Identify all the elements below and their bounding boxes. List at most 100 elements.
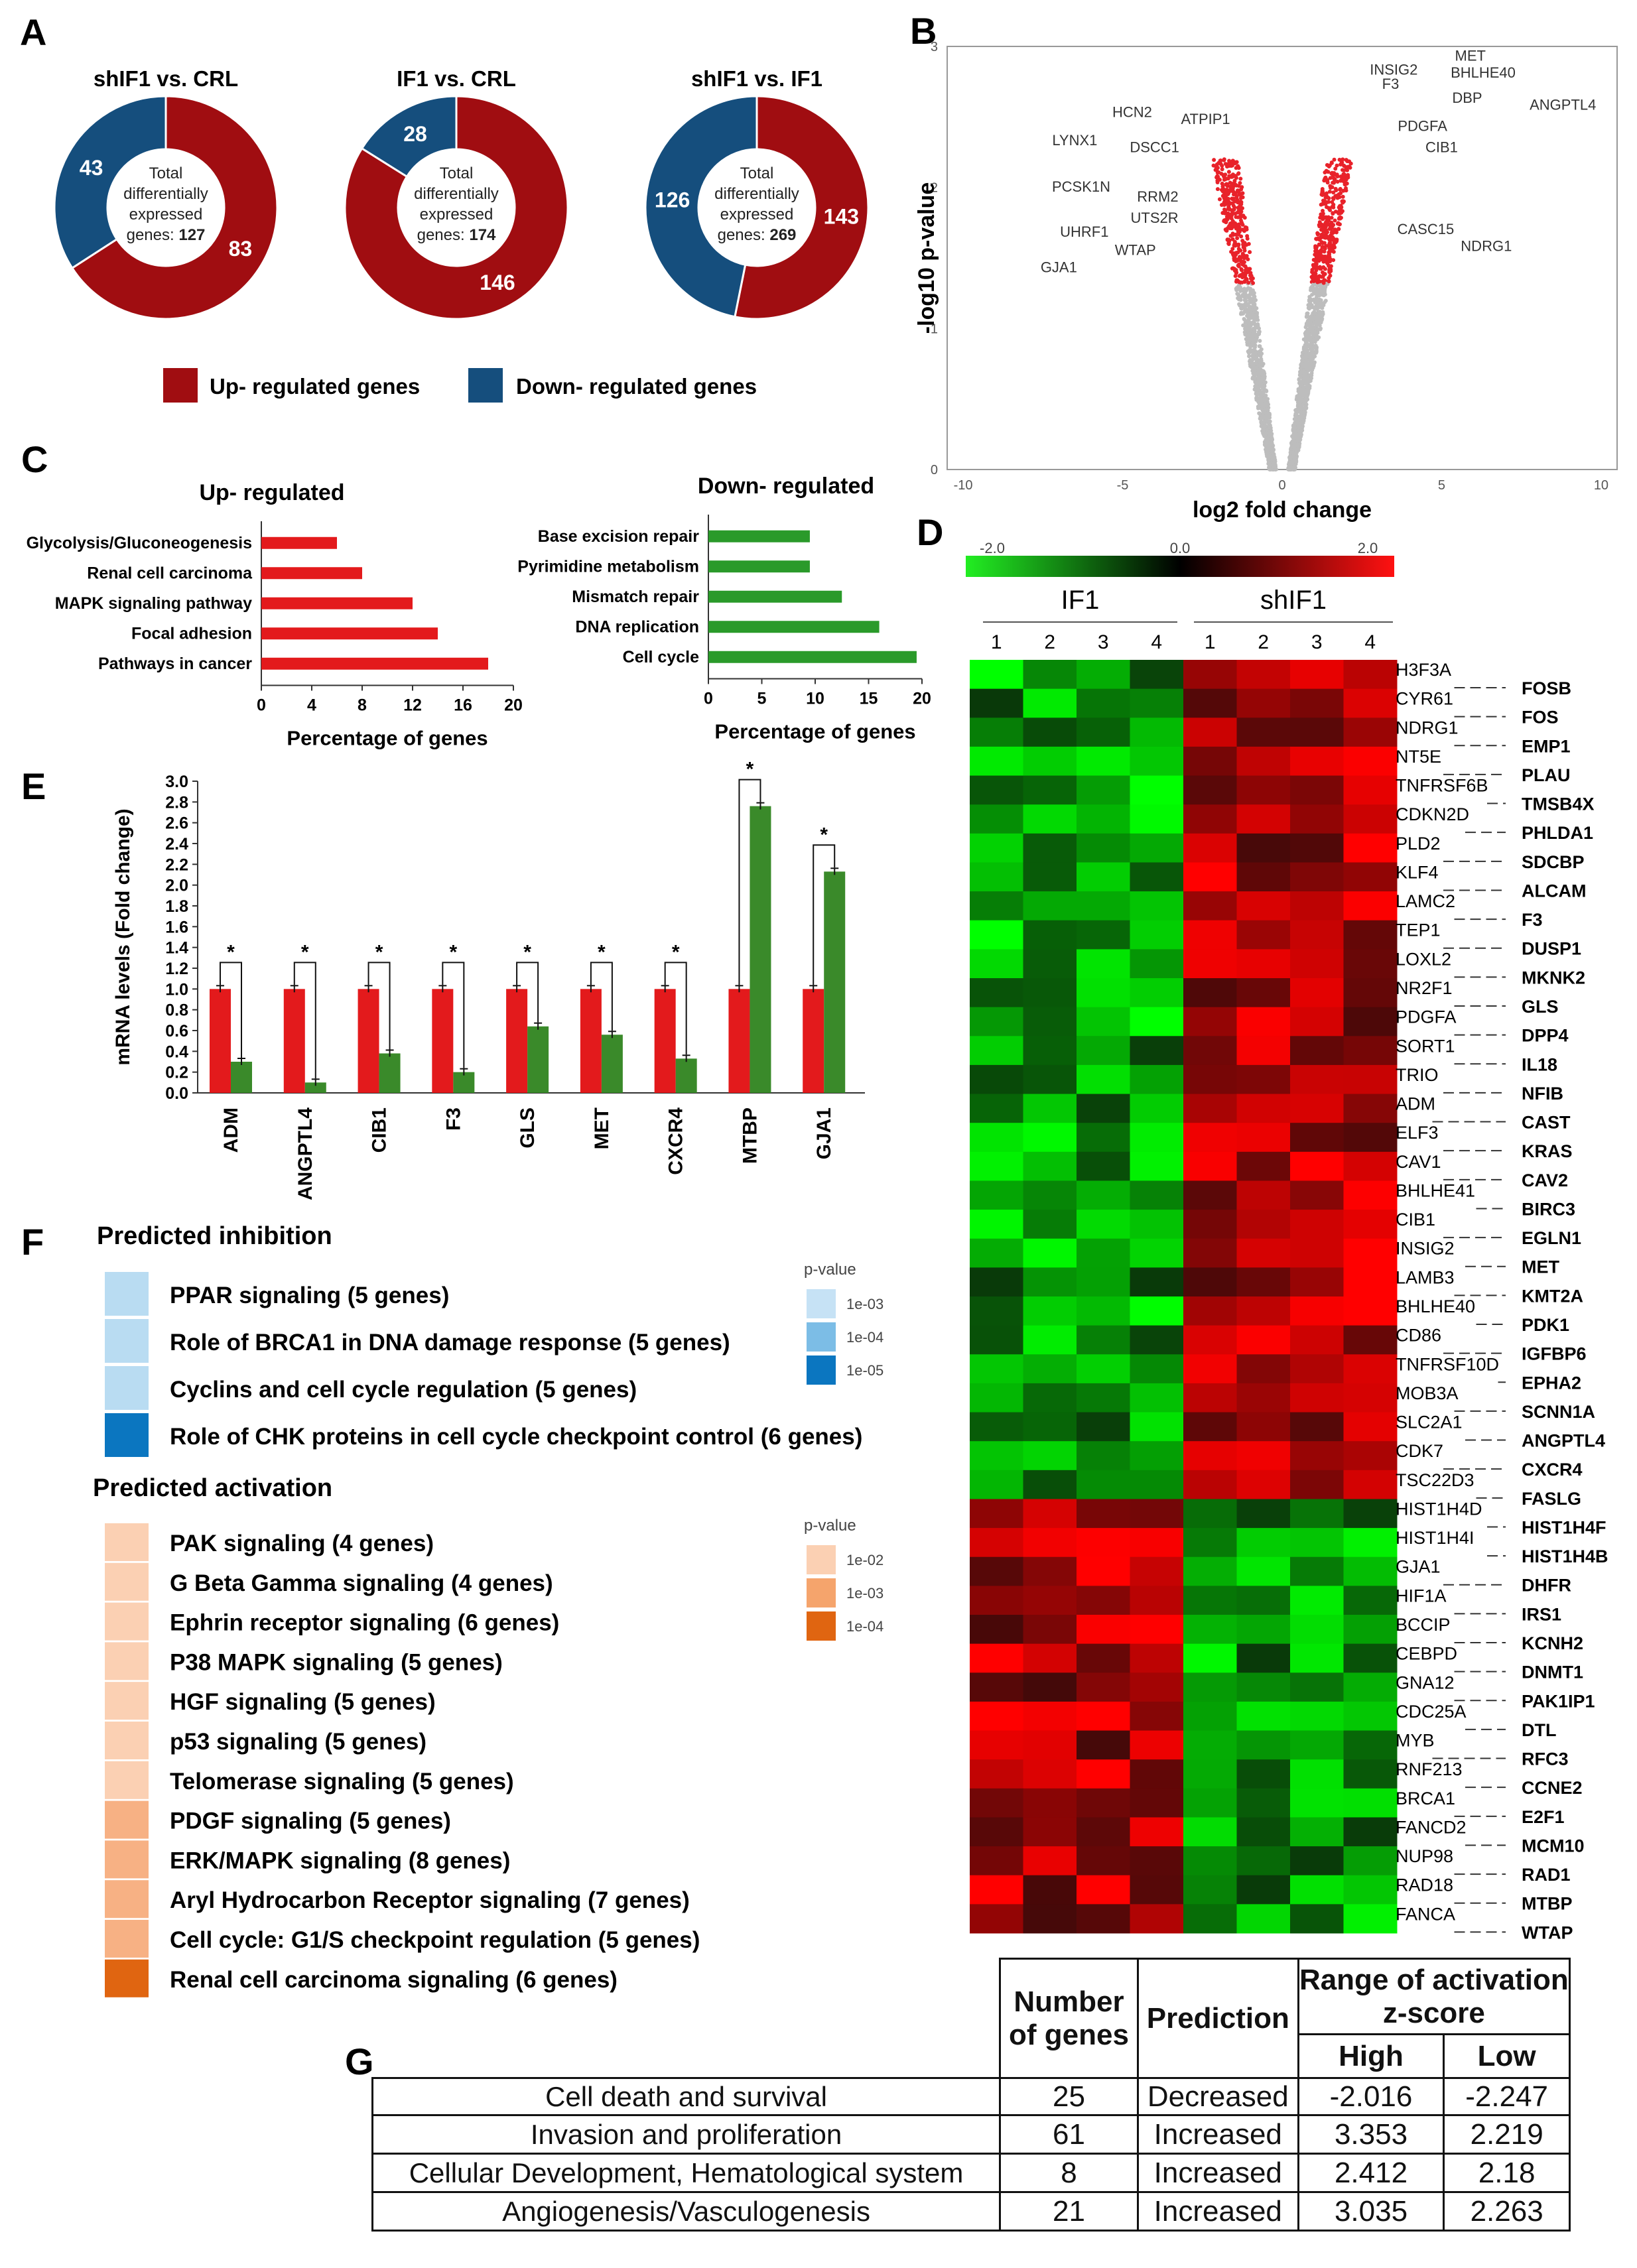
pathway-label: Cyclins and cell cycle regulation (5 gen… [170,1377,637,1403]
heatmap-cell [1290,1123,1344,1153]
donut-center-text: expressed [420,206,493,223]
bar-chart-mrna-levels: 0.0 0.2 0.4 0.6 0.8 1.0 1.2 1.4 1.6 1.8 2.0 2.2 2.4 2… [112,759,865,1200]
scatter-point [1246,339,1250,344]
scatter-point [1230,196,1234,201]
heatmap-cell [1130,1412,1184,1442]
scatter-point [1297,399,1302,403]
row-label-right: GLS [1522,997,1559,1017]
bar-cell-cycle [708,651,917,663]
heatmap-cell [1130,1788,1184,1818]
scatter-point [1220,164,1224,168]
scatter-point [1249,273,1254,278]
donut-value-label: 43 [80,156,103,180]
row-label-right: NFIB [1522,1084,1563,1103]
scatter-point [1245,314,1250,318]
heatmap-cell [1023,1036,1077,1066]
category-label: ADM [220,1107,242,1153]
scatter-point [1320,192,1325,197]
row-label-left: HIST1H4D [1396,1499,1482,1519]
heatmap-cell [1023,1672,1077,1702]
gene-label-atpip1: ATPIP1 [1181,111,1230,127]
heatmap-cell [1343,920,1398,950]
heatmap-cell [970,1470,1023,1499]
legend-title: p-value [804,1261,856,1279]
row-label-right: MET [1522,1257,1560,1277]
scatter-point [1256,318,1260,322]
scatter-point [1234,222,1238,227]
heatmap-cell [1130,1556,1184,1586]
significance-bracket [738,779,761,985]
category-label: Base excision repair [538,527,699,546]
scatter-point [1332,240,1337,245]
x-tick-label: 10 [806,690,824,708]
bar-gls-control [506,989,528,1093]
row-label-left: SORT1 [1396,1036,1455,1056]
scatter-point [1222,211,1227,216]
y-tick-label: 3 [931,40,938,54]
significance-star: * [301,941,309,963]
scatter-point [1330,200,1335,204]
scatter-point [1233,274,1238,279]
scatter-point [1233,212,1238,216]
scatter-point [1244,276,1248,281]
scatter-point [1296,387,1301,391]
heatmap-cell [1023,862,1077,892]
bar-gja1-control [803,989,824,1093]
scatter-point [1258,416,1262,421]
row-label-left: PDGFA [1396,1007,1457,1027]
row-label-left: SLC2A1 [1396,1413,1463,1432]
scatter-point [1236,222,1241,227]
heatmap-cell [1130,1817,1184,1847]
heatmap-cell [1343,1730,1398,1760]
heatmap-cell [1290,1064,1344,1095]
scatter-point [1252,320,1256,325]
heatmap-cell [1183,1615,1237,1645]
row-label-right: PAK1IP1 [1522,1691,1595,1711]
pathway-label: PDGF signaling (5 genes) [170,1808,451,1834]
pathway-label: Role of BRCA1 in DNA damage response (5 … [170,1330,730,1355]
scatter-point [1215,187,1220,192]
scatter-point [1311,321,1316,326]
row-genes: 8 [999,2153,1139,2193]
heatmap-cell [970,978,1023,1008]
legend-swatch [807,1355,836,1385]
legend-swatch [807,1611,836,1641]
scatter-point [1230,213,1234,218]
scatter-point [1263,422,1268,427]
colorbar [966,556,1394,577]
scatter-point [1331,190,1336,195]
heatmap-cell [1130,688,1184,718]
category-label: Focal adhesion [131,624,252,643]
x-tick-label: 5 [1438,478,1445,493]
heatmap-cell [1236,1672,1291,1702]
scatter-point [1315,231,1320,235]
heatmap-cell [1236,1643,1291,1673]
heatmap-cell [1343,1210,1398,1239]
heatmap-cell [1343,1325,1398,1355]
heatmap-cell [1290,688,1344,718]
significance-star: * [746,759,754,781]
heatmap-cell [1130,746,1184,777]
scatter-point [1217,197,1222,202]
scatter-point [1230,172,1235,177]
scatter-point [1270,450,1275,454]
heatmap-cell [1183,1238,1237,1268]
heatmap-cell [1183,775,1237,805]
bar-chart-up-regulated-pathways: Up- regulated Glycolysis/Gluconeogenesis R… [27,480,523,750]
heatmap-cell [1183,1036,1237,1066]
gene-label-hcn2: HCN2 [1112,103,1152,120]
scatter-point [1255,315,1260,320]
scatter-point [1239,306,1244,310]
scatter-point [1230,266,1235,271]
scatter-point [1348,161,1353,166]
row-label-left: NT5E [1396,747,1441,767]
scatter-point [1329,267,1333,272]
scatter-point [1316,316,1321,320]
scatter-point [1341,194,1345,199]
scatter-point [1267,440,1272,445]
heatmap-cell [1130,1875,1184,1905]
row-label-left: LAMB3 [1396,1267,1455,1287]
scatter-point [1236,262,1241,267]
scatter-point [1242,264,1247,269]
y-tick-label: 1 [931,322,938,336]
